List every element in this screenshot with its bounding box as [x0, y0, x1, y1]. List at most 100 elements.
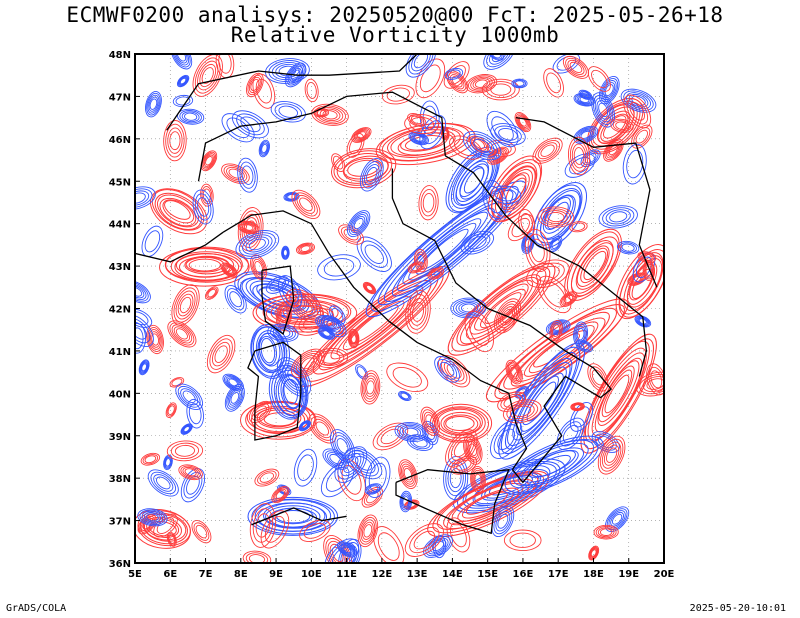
contour-line	[574, 323, 587, 345]
contour-line	[456, 459, 472, 471]
contour-line	[167, 127, 183, 154]
contour-line	[315, 421, 330, 436]
contour-line	[300, 421, 310, 430]
contour-line	[323, 535, 353, 563]
contour-line	[177, 385, 201, 408]
contour-line	[228, 378, 238, 387]
contour-line	[179, 77, 187, 85]
contour-line	[237, 157, 258, 193]
contour-line	[145, 91, 162, 118]
contour-line	[270, 101, 306, 123]
contour-line	[485, 298, 629, 403]
contour-line	[615, 121, 629, 131]
contour-line	[440, 411, 481, 435]
contour-line	[164, 456, 172, 468]
contour-line	[227, 388, 243, 408]
contour-line	[295, 352, 320, 374]
contour-line	[164, 200, 191, 220]
contour-line	[182, 424, 192, 434]
contour-line	[470, 76, 493, 91]
contour-line	[278, 305, 290, 326]
contour-line	[200, 150, 218, 172]
lon-label-8E: 8E	[234, 569, 248, 580]
contour-line	[306, 81, 317, 99]
contour-line	[416, 253, 426, 268]
contour-line	[381, 84, 415, 105]
contour-line	[179, 77, 188, 86]
contour-line	[228, 168, 243, 179]
contour-line	[183, 426, 190, 433]
contour-line	[143, 512, 161, 523]
contour-line	[447, 262, 556, 356]
contour-line	[429, 268, 443, 279]
contour-line	[365, 180, 527, 318]
contour-line	[419, 100, 440, 136]
contour-line	[277, 374, 304, 413]
contour-line	[594, 97, 612, 123]
contour-line	[571, 222, 586, 231]
contour-line	[275, 373, 305, 416]
contour-line	[562, 293, 575, 305]
contour-line	[573, 404, 582, 410]
contour-line	[192, 189, 214, 225]
contour-line	[427, 267, 445, 280]
contour-line	[573, 147, 585, 165]
contour-line	[602, 207, 635, 227]
contour-line	[495, 300, 520, 331]
contour-line	[597, 527, 615, 538]
contour-line	[514, 112, 532, 133]
contour-line	[135, 285, 145, 299]
contour-line	[206, 287, 218, 299]
contour-line	[299, 420, 311, 431]
contour-line	[616, 240, 640, 255]
contour-line	[147, 94, 160, 114]
contour-line	[591, 92, 615, 128]
contour-line	[135, 321, 147, 340]
contour-line	[401, 463, 415, 485]
contour-line	[484, 292, 522, 324]
contour-line	[599, 438, 624, 472]
contour-line	[364, 283, 375, 293]
contour-line	[365, 456, 391, 498]
contour-line	[272, 326, 294, 339]
contour-line	[261, 143, 268, 154]
contour-line	[460, 230, 495, 255]
coastline	[135, 231, 224, 263]
contour-line	[461, 303, 476, 313]
contour-line	[453, 457, 475, 473]
contour-line	[148, 329, 162, 350]
contour-line	[347, 210, 371, 238]
contour-line	[489, 54, 503, 60]
contour-line	[465, 74, 498, 94]
contour-line	[514, 80, 525, 87]
contour-line	[248, 238, 266, 251]
contour-line	[606, 508, 628, 531]
contour-line	[247, 74, 263, 96]
contour-line	[347, 328, 360, 349]
contour-line	[281, 280, 299, 304]
contour-line	[165, 402, 177, 418]
lat-label-45N: 45N	[109, 177, 131, 188]
contour-line	[259, 472, 274, 483]
contour-line	[243, 224, 254, 231]
contour-line	[163, 120, 187, 162]
contour-line	[576, 245, 610, 287]
contour-line	[276, 357, 312, 397]
contour-line	[303, 522, 326, 539]
lat-label-48N: 48N	[109, 50, 131, 61]
contour-line	[173, 54, 190, 66]
contour-line	[610, 511, 624, 527]
contour-line	[184, 112, 198, 121]
contour-line	[569, 140, 589, 172]
contour-line	[191, 519, 212, 544]
lat-label-40N: 40N	[109, 389, 131, 400]
contour-line	[469, 136, 495, 156]
contour-line	[350, 214, 367, 234]
contour-line	[148, 96, 159, 112]
contour-line	[580, 130, 592, 139]
lon-label-17E: 17E	[548, 569, 569, 580]
contour-line	[423, 119, 443, 145]
coastline	[166, 54, 418, 131]
contour-line	[409, 116, 434, 132]
contour-line	[603, 444, 620, 466]
